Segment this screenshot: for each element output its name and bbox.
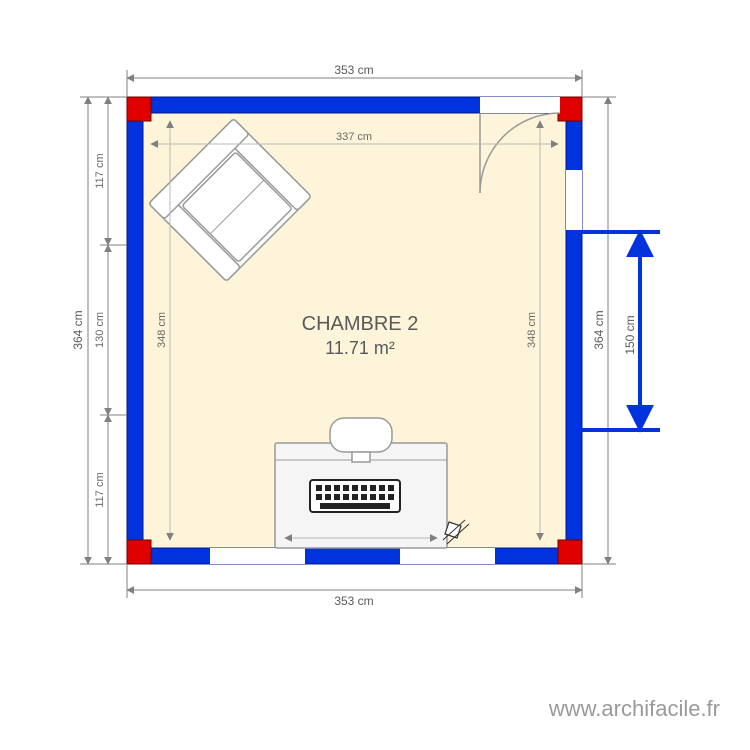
keyboard <box>310 480 400 512</box>
svg-text:364 cm: 364 cm <box>592 310 606 349</box>
dim-outer-bottom: 353 cm <box>127 564 582 608</box>
svg-text:353 cm: 353 cm <box>334 594 373 608</box>
dim-left-segments: 117 cm 130 cm 117 cm <box>94 97 127 564</box>
svg-text:348 cm: 348 cm <box>156 312 168 348</box>
svg-text:117 cm: 117 cm <box>94 153 106 188</box>
svg-text:150 cm: 150 cm <box>623 315 637 354</box>
svg-text:348 cm: 348 cm <box>526 312 538 348</box>
room-area: 11.71 m² <box>325 338 395 358</box>
svg-text:337 cm: 337 cm <box>336 131 372 143</box>
svg-text:130 cm: 130 cm <box>94 312 106 348</box>
room-name: CHAMBRE 2 <box>302 313 419 335</box>
floorplan-canvas: CHAMBRE 2 11.71 m² 353 cm 353 cm <box>0 0 750 750</box>
watermark: www.archifacile.fr <box>549 696 720 722</box>
dim-outer-right: 364 cm <box>582 97 616 564</box>
svg-text:353 cm: 353 cm <box>334 63 373 77</box>
svg-text:364 cm: 364 cm <box>71 310 85 349</box>
dim-outer-top: 353 cm <box>127 63 582 97</box>
svg-text:117 cm: 117 cm <box>94 472 106 507</box>
